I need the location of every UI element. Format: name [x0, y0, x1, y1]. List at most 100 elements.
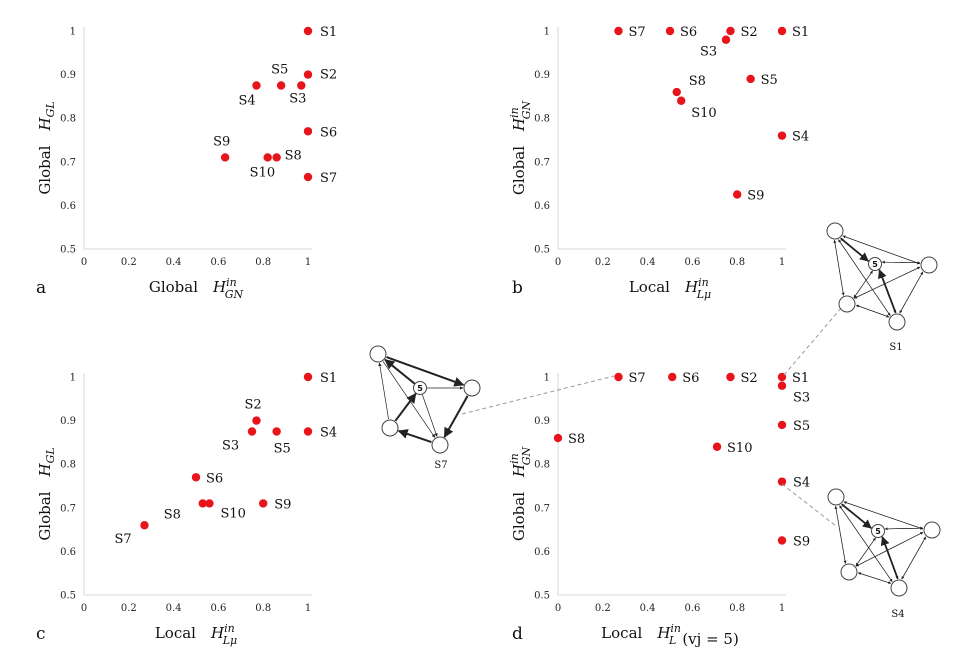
x-tick-label: 0.4 — [640, 603, 656, 614]
y-tick-label: 0.9 — [534, 70, 550, 81]
point-label-s4: S4 — [792, 130, 809, 145]
network-node — [923, 521, 941, 539]
x-axis-label: Local Hin Lμ — [629, 276, 711, 301]
point-label-s2: S2 — [740, 371, 757, 386]
point-label-s4: S4 — [238, 94, 255, 109]
chart-panel-b: 0.5 0.6 0.7 0.8 0.9 1 0 0.2 0.4 0.6 0.8 1 S7 S6 S2 S1 S3… — [508, 25, 809, 301]
network-node — [431, 436, 449, 454]
point-s2 — [726, 372, 735, 382]
point-label-s5: S5 — [761, 73, 778, 88]
chart-panel-d: 0.5 0.6 0.7 0.8 0.9 1 0 0.2 0.4 0.6 0.8 1 S7 S6 S2 S1 S3… — [508, 371, 810, 648]
y-tick-label: 0.6 — [534, 547, 550, 558]
y-tick-label: 1 — [544, 373, 550, 384]
x-tick-label: 0.8 — [729, 257, 745, 268]
network-node — [890, 579, 908, 597]
inset-connector — [461, 375, 615, 415]
point-s7 — [614, 26, 623, 36]
y-tick-label: 0.7 — [60, 157, 76, 168]
panel-letter: c — [36, 624, 46, 644]
y-tick-label: 1 — [70, 27, 76, 38]
x-axis-label: Global Hin GN — [149, 276, 244, 301]
network-center-node — [871, 524, 885, 538]
network-caption: S4 — [891, 609, 904, 620]
x-tick-label: 0.4 — [166, 257, 182, 268]
y-tick-label: 0.9 — [60, 70, 76, 81]
y-tick-label: 0.5 — [60, 245, 76, 256]
point-s9 — [777, 536, 787, 545]
network-caption: S7 — [434, 460, 447, 471]
point-s3 — [297, 81, 306, 90]
point-label-s3: S3 — [793, 391, 810, 406]
x-tick-label: 0.4 — [640, 257, 656, 268]
point-s5 — [272, 427, 281, 436]
network-node — [827, 488, 845, 506]
y-tick-label: 1 — [544, 27, 550, 38]
point-s8 — [272, 153, 281, 162]
network-edge — [884, 526, 924, 530]
point-s4 — [252, 81, 261, 90]
point-s2 — [303, 70, 313, 79]
x-axis-label: Local Hin Lμ — [155, 622, 237, 647]
chart-panel-a: 0.5 0.6 0.7 0.8 0.9 1 0 0.2 0.4 0.6 0.8 1 S1 S2 S3 S4 S5… — [36, 25, 337, 301]
y-axis-label: Global HGL — [36, 101, 57, 194]
y-axis-label: Global HinGN — [508, 446, 533, 541]
point-label-s8: S8 — [285, 148, 302, 163]
point-s7 — [303, 172, 313, 182]
point-s6 — [665, 26, 675, 36]
network-edge — [384, 358, 416, 385]
network-edge — [840, 238, 869, 262]
point-label-s6: S6 — [320, 125, 337, 140]
x-tick-label: 0 — [81, 257, 87, 268]
panel-letter: a — [36, 278, 46, 298]
network-edge — [843, 501, 923, 530]
point-s3 — [247, 427, 257, 436]
y-axis-label: Global HinGN — [508, 100, 533, 195]
y-tick-label: 0.7 — [534, 503, 550, 514]
point-s10 — [677, 96, 686, 105]
x-tick-label: 1 — [305, 603, 311, 614]
x-tick-label: 0 — [555, 257, 561, 268]
point-label-s2: S2 — [244, 398, 261, 413]
network-center-node — [868, 257, 882, 271]
x-tick-label: 0.6 — [684, 257, 700, 268]
point-s5 — [746, 74, 755, 84]
network-edge — [901, 536, 927, 580]
point-label-s1: S1 — [320, 371, 337, 386]
point-label-s7: S7 — [628, 25, 645, 40]
y-axis-label: Global HGL — [36, 447, 57, 540]
network-edge — [443, 395, 469, 438]
inset-connector — [783, 299, 849, 376]
y-tick-label: 0.9 — [534, 416, 550, 427]
point-s4 — [777, 477, 787, 486]
point-label-s2: S2 — [320, 68, 337, 83]
x-tick-label: 0 — [555, 603, 561, 614]
x-tick-label: 0.2 — [121, 257, 137, 268]
point-s10 — [205, 499, 214, 508]
point-s7 — [140, 521, 149, 530]
network-edge — [882, 261, 921, 265]
point-label-s7: S7 — [114, 532, 131, 547]
network-edge — [838, 239, 891, 316]
network-s4: 5 S4 — [827, 488, 941, 620]
point-s3 — [721, 35, 731, 44]
x-tick-label: 0.4 — [166, 603, 182, 614]
network-edge — [855, 532, 924, 567]
network-node — [888, 313, 906, 331]
point-s8 — [198, 499, 207, 508]
panel-letter: b — [512, 278, 523, 298]
x-tick-label: 0.6 — [210, 257, 226, 268]
y-tick-label: 0.6 — [60, 547, 76, 558]
point-s9 — [220, 153, 230, 162]
network-edge — [386, 356, 465, 387]
point-label-s3: S3 — [222, 439, 239, 454]
point-label-s5: S5 — [274, 442, 291, 457]
network-edge — [858, 572, 892, 584]
point-s8 — [672, 87, 681, 97]
x-tick-label: 0.8 — [255, 257, 271, 268]
point-label-s9: S9 — [274, 497, 291, 512]
point-s10 — [712, 442, 722, 451]
point-label-s3: S3 — [700, 45, 717, 60]
point-label-s4: S4 — [793, 476, 810, 491]
chart-panel-c: 0.5 0.6 0.7 0.8 0.9 1 0 0.2 0.4 0.6 0.8 1 S1 S2 S3 S5 S4… — [36, 371, 337, 647]
